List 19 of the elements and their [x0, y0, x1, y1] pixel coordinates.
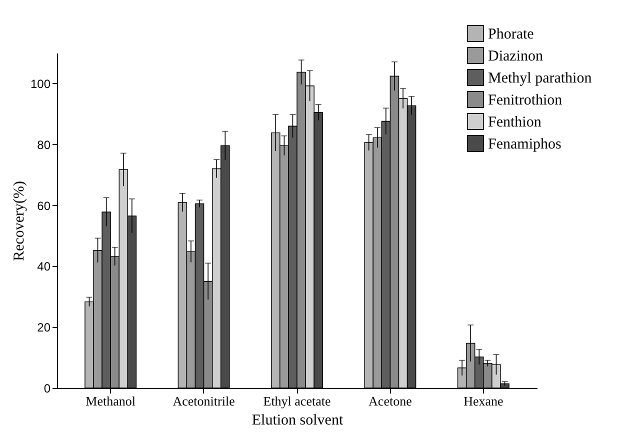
- x-tick-label: Hexane: [464, 394, 504, 408]
- x-tick-label: Methanol: [86, 394, 136, 408]
- y-tick-label: 100: [30, 76, 51, 91]
- x-tick-label: Acetone: [368, 394, 412, 408]
- legend-label: Fenamiphos: [488, 136, 562, 152]
- legend-label: Phorate: [488, 26, 534, 42]
- legend-label: Diazinon: [488, 48, 544, 64]
- y-tick-label: 60: [37, 198, 51, 213]
- legend-label: Fenthion: [488, 114, 542, 130]
- y-tick-label: 40: [37, 260, 51, 274]
- y-tick-label: 80: [37, 138, 51, 152]
- x-axis-title: Elution solvent: [252, 412, 344, 428]
- y-tick-label: 20: [37, 320, 51, 335]
- y-tick-label: 0: [44, 382, 51, 396]
- legend-label: Methyl parathion: [488, 70, 592, 86]
- x-tick-label: Acetonitrile: [172, 394, 236, 408]
- x-tick-label: Ethyl acetate: [263, 394, 331, 408]
- y-axis-title: Recovery(%): [11, 181, 28, 261]
- legend-label: Fenitrothion: [488, 92, 563, 108]
